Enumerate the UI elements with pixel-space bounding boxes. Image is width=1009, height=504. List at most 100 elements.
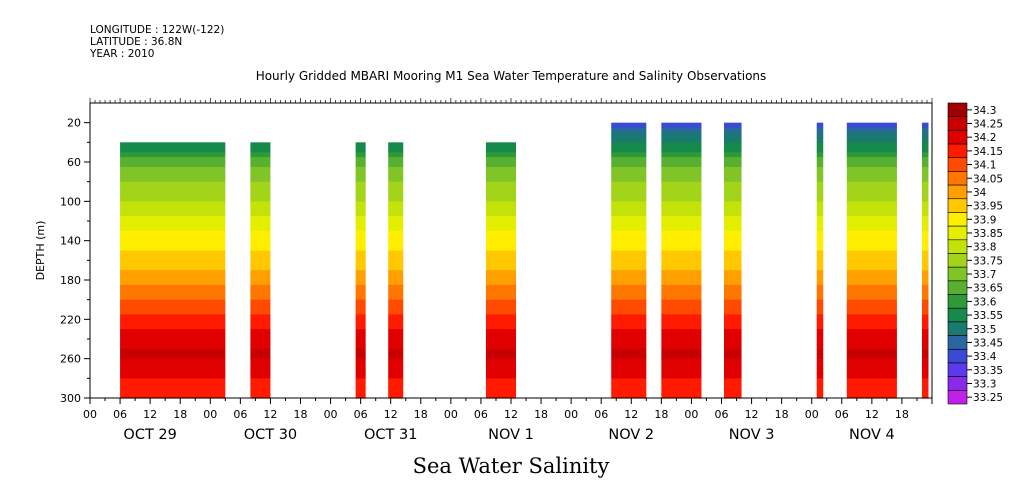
salinity-cell — [120, 294, 226, 301]
salinity-cell — [724, 181, 742, 188]
salinity-cell — [921, 363, 929, 370]
salinity-cell — [388, 265, 404, 271]
salinity-cell — [611, 186, 647, 193]
salinity-cell — [355, 358, 366, 365]
salinity-cell — [846, 260, 897, 266]
x-tick-label: 18 — [654, 408, 668, 421]
salinity-cell — [724, 245, 742, 252]
salinity-cell — [921, 324, 929, 330]
salinity-cell — [816, 240, 824, 247]
x-tick-label: 00 — [684, 408, 698, 421]
salinity-cell — [724, 339, 742, 345]
salinity-cell — [250, 191, 271, 198]
salinity-cell — [485, 270, 517, 276]
salinity-cell — [355, 181, 366, 188]
salinity-cell — [816, 132, 824, 139]
salinity-cell — [816, 157, 824, 163]
date-label: NOV 3 — [729, 427, 775, 443]
salinity-cell — [388, 250, 404, 257]
legend-label: 34.2 — [973, 132, 996, 144]
salinity-cell — [485, 314, 517, 320]
salinity-cell — [355, 142, 366, 148]
salinity-cell — [388, 353, 404, 360]
salinity-cell — [724, 388, 742, 394]
salinity-cell — [388, 235, 404, 242]
salinity-cell — [120, 166, 226, 173]
legend-label: 33.35 — [973, 365, 1003, 377]
salinity-cell — [724, 162, 742, 168]
legend-swatch — [947, 184, 968, 200]
salinity-cell — [120, 299, 226, 306]
salinity-cell — [816, 245, 824, 252]
legend-label: 33.95 — [973, 201, 1003, 213]
salinity-cell — [120, 186, 226, 193]
salinity-cell — [355, 294, 366, 301]
salinity-cell — [388, 299, 404, 306]
salinity-cell — [355, 250, 366, 257]
salinity-cell — [724, 334, 742, 340]
salinity-cell — [661, 324, 702, 330]
salinity-cell — [724, 142, 742, 148]
data-block — [816, 122, 824, 399]
salinity-cell — [816, 363, 824, 370]
salinity-cell — [120, 216, 226, 222]
salinity-cell — [661, 255, 702, 261]
salinity-cell — [921, 147, 929, 153]
salinity-cell — [724, 393, 742, 399]
salinity-cell — [661, 314, 702, 320]
salinity-cell — [846, 339, 897, 345]
date-label: OCT 29 — [123, 427, 176, 443]
salinity-cell — [921, 265, 929, 271]
salinity-cell — [485, 166, 517, 173]
year-text: YEAR : 2010 — [90, 48, 155, 60]
salinity-cell — [816, 142, 824, 148]
salinity-cell — [921, 152, 929, 158]
salinity-cell — [661, 265, 702, 271]
salinity-cell — [816, 186, 824, 193]
salinity-cell — [485, 343, 517, 350]
salinity-cell — [816, 250, 824, 257]
legend-label: 34.05 — [973, 173, 1003, 185]
salinity-cell — [388, 162, 404, 168]
salinity-cell — [485, 348, 517, 355]
salinity-cell — [921, 348, 929, 355]
salinity-cell — [661, 289, 702, 296]
salinity-cell — [724, 270, 742, 276]
salinity-cell — [250, 186, 271, 193]
salinity-cell — [846, 186, 897, 193]
legend-label: 33.65 — [973, 283, 1003, 295]
salinity-cell — [661, 196, 702, 202]
salinity-cell — [846, 171, 897, 178]
salinity-cell — [250, 368, 271, 375]
salinity-cell — [724, 235, 742, 242]
salinity-cell — [355, 152, 366, 158]
salinity-cell — [355, 196, 366, 202]
salinity-cell — [388, 240, 404, 247]
salinity-cell — [388, 358, 404, 365]
salinity-cell — [355, 383, 366, 389]
data-block — [921, 122, 929, 399]
data-block — [250, 142, 271, 399]
salinity-cell — [388, 211, 404, 217]
salinity-cell — [921, 245, 929, 252]
salinity-cell — [388, 157, 404, 163]
salinity-cell — [120, 319, 226, 325]
salinity-cell — [485, 383, 517, 389]
salinity-cell — [250, 147, 271, 153]
salinity-cell — [120, 245, 226, 252]
salinity-cell — [921, 373, 929, 379]
salinity-cell — [388, 304, 404, 311]
salinity-cell — [388, 280, 404, 286]
salinity-cell — [846, 383, 897, 389]
legend-label: 33.7 — [973, 269, 996, 281]
salinity-cell — [120, 348, 226, 355]
salinity-cell — [250, 240, 271, 247]
salinity-cell — [120, 393, 226, 399]
salinity-cell — [816, 304, 824, 311]
data-block — [661, 122, 702, 399]
salinity-cell — [816, 181, 824, 188]
salinity-cell — [388, 245, 404, 252]
salinity-cell — [388, 334, 404, 340]
salinity-cell — [816, 368, 824, 375]
